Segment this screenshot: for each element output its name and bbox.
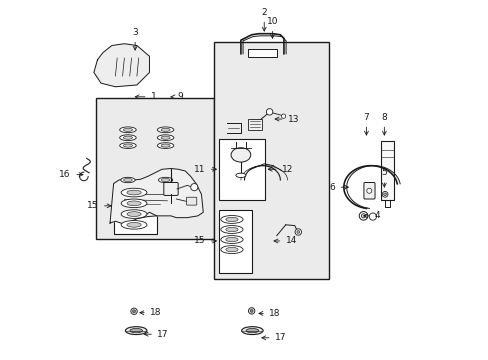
Ellipse shape xyxy=(225,217,238,222)
Ellipse shape xyxy=(120,127,136,133)
Circle shape xyxy=(250,310,253,312)
Ellipse shape xyxy=(157,143,174,148)
Text: 15: 15 xyxy=(87,201,99,210)
Text: 7: 7 xyxy=(363,113,368,122)
Circle shape xyxy=(131,308,137,315)
Ellipse shape xyxy=(127,190,141,195)
Text: 11: 11 xyxy=(194,165,205,174)
Ellipse shape xyxy=(123,144,132,147)
Circle shape xyxy=(294,229,301,235)
Text: 12: 12 xyxy=(281,165,293,174)
Bar xyxy=(247,119,262,130)
Text: 17: 17 xyxy=(157,330,168,339)
Ellipse shape xyxy=(225,227,238,231)
Polygon shape xyxy=(94,44,149,87)
Ellipse shape xyxy=(161,128,170,131)
Ellipse shape xyxy=(127,212,141,216)
Ellipse shape xyxy=(157,135,174,140)
Text: 5: 5 xyxy=(381,168,386,177)
Ellipse shape xyxy=(157,127,174,133)
Ellipse shape xyxy=(121,199,147,208)
Circle shape xyxy=(382,192,387,197)
Text: 15: 15 xyxy=(194,237,205,246)
Circle shape xyxy=(296,230,299,233)
Bar xyxy=(247,49,276,57)
Bar xyxy=(113,182,156,234)
FancyBboxPatch shape xyxy=(363,183,374,199)
Text: 18: 18 xyxy=(269,309,280,318)
Circle shape xyxy=(383,193,386,196)
Bar xyxy=(218,211,251,273)
Text: 4: 4 xyxy=(374,211,380,220)
Circle shape xyxy=(248,308,254,314)
Ellipse shape xyxy=(245,328,258,333)
Ellipse shape xyxy=(241,327,263,334)
Text: 8: 8 xyxy=(381,113,386,122)
Ellipse shape xyxy=(123,179,132,181)
Ellipse shape xyxy=(235,173,245,177)
Text: 6: 6 xyxy=(329,183,335,192)
Ellipse shape xyxy=(221,246,243,253)
Bar xyxy=(96,98,214,239)
Polygon shape xyxy=(110,168,203,225)
Ellipse shape xyxy=(161,179,169,181)
FancyBboxPatch shape xyxy=(163,183,178,195)
Ellipse shape xyxy=(123,136,132,139)
Ellipse shape xyxy=(121,210,147,219)
Ellipse shape xyxy=(130,328,142,333)
Ellipse shape xyxy=(221,216,243,224)
Ellipse shape xyxy=(125,327,147,334)
Ellipse shape xyxy=(225,237,238,242)
Text: 2: 2 xyxy=(261,8,266,17)
Ellipse shape xyxy=(225,247,238,252)
Text: 9: 9 xyxy=(178,92,183,101)
Circle shape xyxy=(281,114,285,118)
Text: 18: 18 xyxy=(150,308,162,317)
Ellipse shape xyxy=(161,136,170,139)
Circle shape xyxy=(368,213,376,220)
Bar xyxy=(380,140,394,200)
Ellipse shape xyxy=(221,235,243,243)
Ellipse shape xyxy=(121,188,147,197)
Text: 10: 10 xyxy=(266,17,278,26)
Bar xyxy=(214,42,328,279)
Ellipse shape xyxy=(120,143,136,148)
Text: 16: 16 xyxy=(60,170,71,179)
Circle shape xyxy=(361,214,365,218)
Ellipse shape xyxy=(230,148,250,162)
Ellipse shape xyxy=(221,226,243,233)
Circle shape xyxy=(132,310,135,313)
Ellipse shape xyxy=(120,135,136,140)
Ellipse shape xyxy=(123,128,132,131)
Circle shape xyxy=(359,212,367,220)
Text: 13: 13 xyxy=(287,114,299,123)
Circle shape xyxy=(366,188,371,193)
Ellipse shape xyxy=(127,222,141,227)
FancyBboxPatch shape xyxy=(186,197,196,205)
Circle shape xyxy=(266,109,272,115)
Ellipse shape xyxy=(121,177,135,183)
Ellipse shape xyxy=(158,177,172,183)
Circle shape xyxy=(190,184,198,191)
Bar xyxy=(218,139,265,200)
Text: 3: 3 xyxy=(132,28,138,37)
Ellipse shape xyxy=(121,221,147,229)
Ellipse shape xyxy=(127,201,141,206)
Text: 1: 1 xyxy=(151,92,156,101)
Text: 17: 17 xyxy=(274,333,286,342)
Ellipse shape xyxy=(161,144,170,147)
Text: 14: 14 xyxy=(285,237,297,246)
